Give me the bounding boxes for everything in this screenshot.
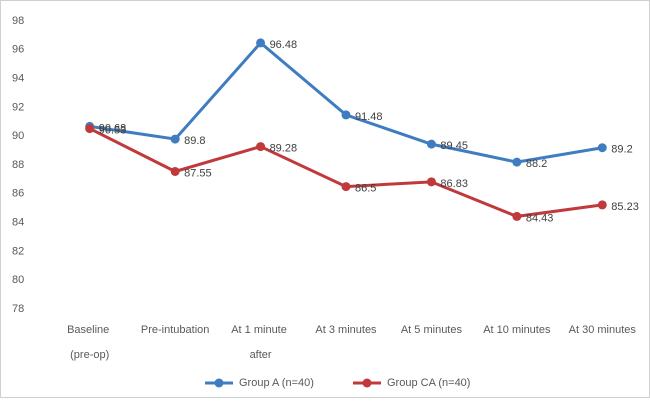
data-point [426,139,436,149]
data-point [341,110,351,120]
data-point [597,143,607,153]
data-point [256,142,266,152]
x-tick-label: Pre-intubation [141,324,210,336]
data-point [597,200,607,210]
x-tick-label: At 30 minutes [569,324,637,336]
data-label: 88.2 [526,158,547,170]
data-point [512,211,522,221]
y-tick-label: 96 [12,44,24,56]
data-label: 91.48 [355,111,383,123]
data-label: 89.8 [184,135,205,147]
x-tick-label: At 5 minutes [401,324,463,336]
y-tick-label: 78 [12,303,24,315]
x-tick-label: Baseline (pre-op) [67,324,112,361]
data-label: 85.23 [611,201,639,213]
y-tick-label: 82 [12,245,24,257]
y-tick-label: 80 [12,274,24,286]
data-label: 89.45 [440,140,468,152]
data-label: 90.53 [99,124,127,136]
y-tick-label: 98 [12,15,24,27]
data-label: 86.5 [355,183,376,195]
y-tick-label: 90 [12,130,24,142]
legend-marker [362,378,372,388]
x-tick-label: At 3 minutes [315,324,377,336]
x-tick-label: At 1 minute after [231,324,290,361]
legend-label: Group A (n=40) [239,377,314,389]
data-point [256,38,266,48]
data-label: 86.83 [440,178,468,190]
data-point [426,177,436,187]
y-tick-label: 92 [12,101,24,113]
data-point [170,166,180,176]
data-point [170,134,180,144]
data-label: 90.68 [99,122,127,134]
data-label: 89.2 [611,144,632,156]
x-tick-label: At 10 minutes [483,324,551,336]
data-label: 87.55 [184,167,212,179]
data-point [85,124,95,134]
legend-label: Group CA (n=40) [387,377,470,389]
y-tick-label: 84 [12,217,24,229]
y-tick-label: 94 [12,73,24,85]
data-point [512,157,522,167]
y-tick-label: 88 [12,159,24,171]
data-label: 89.28 [270,142,298,154]
legend-marker [214,378,224,388]
data-label: 96.48 [270,39,298,51]
data-point [341,182,351,192]
y-tick-label: 86 [12,188,24,200]
data-label: 84.43 [526,212,554,224]
